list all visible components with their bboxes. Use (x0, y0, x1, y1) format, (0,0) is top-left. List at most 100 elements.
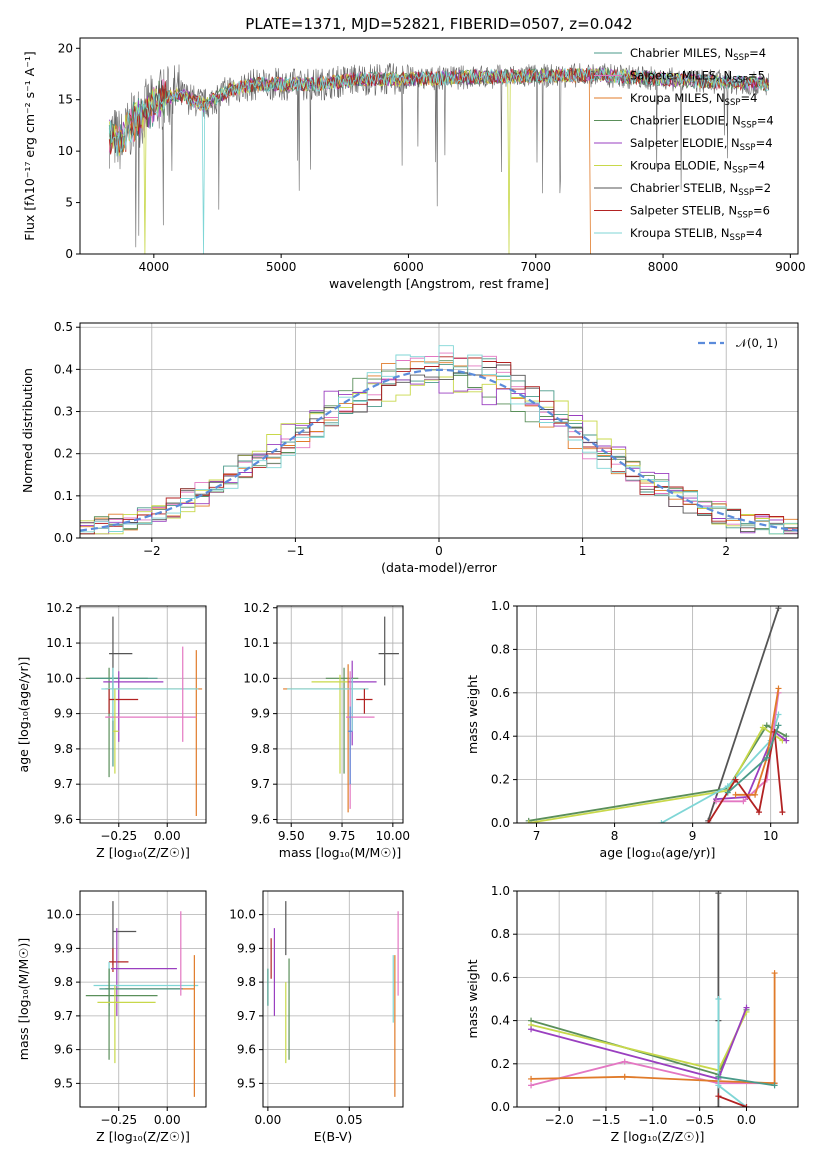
legend-entry: Salpeter STELIB, NSSP=6 (630, 204, 770, 221)
weight-series-line (735, 688, 780, 796)
x-tick-label: 9000 (775, 260, 806, 274)
x-tick-label: −1 (287, 544, 305, 558)
x-tick-label: −2.0 (545, 1113, 574, 1127)
y-tick-label: 10.2 (243, 601, 270, 615)
weight-point-marker (715, 1073, 722, 1080)
panel-mass_vs_ebv: 0.00 0.05 9.5 9.6 9.7 9.8 9.9 10.0 E(B-V) (229, 890, 404, 1144)
x-tick-label: 2 (722, 544, 730, 558)
x-tick-label: 10.00 (376, 829, 410, 843)
y-tick-label: 9.9 (237, 941, 256, 955)
x-axis-label: Z [log₁₀(Z/Z☉)] (611, 1129, 705, 1144)
weight-point-marker (775, 722, 782, 729)
y-tick-label: 9.9 (54, 941, 73, 955)
y-tick-label: 9.6 (54, 812, 73, 826)
x-tick-label: −1.0 (638, 1113, 667, 1127)
weight-point-marker (528, 1026, 535, 1033)
weight-point-marker (755, 809, 762, 816)
x-axis-label: Z [log₁₀(Z/Z☉)] (96, 845, 190, 860)
y-tick-label: 0.5 (54, 320, 73, 334)
plot-area (528, 891, 778, 1107)
axes-frame (276, 605, 404, 824)
weight-point-marker (771, 970, 778, 977)
legend-entry: Chabrier MILES, NSSP=4 (630, 46, 766, 63)
weight-series-line (528, 726, 783, 823)
x-tick-label: 8000 (648, 260, 679, 274)
y-tick-label: 0.8 (491, 642, 510, 656)
axes-frame (516, 890, 799, 1108)
panel-age_vs_Z: −0.25 0.00 9.6 9.7 9.8 9.9 10.0 10.1 10.2 Z [log₁… (16, 601, 207, 860)
weight-point-marker (621, 1073, 628, 1080)
y-tick-label: 9.7 (54, 777, 73, 791)
axes-frame (79, 322, 799, 539)
x-tick-label: 9 (689, 829, 697, 843)
weight-point-marker (715, 1082, 722, 1089)
y-tick-label: 9.9 (251, 707, 270, 721)
y-tick-label: 10.0 (46, 908, 73, 922)
weight-point-marker (528, 1082, 535, 1089)
y-tick-label: 0.4 (491, 1014, 510, 1028)
x-tick-label: 9.50 (278, 829, 305, 843)
panel-residuals: −2 −1 0 1 2 0.0 0.1 0.2 0.3 0.4 0.5 (data-model)/er… (20, 320, 799, 575)
y-axis-label: mass weight (465, 675, 480, 754)
x-tick-label: −1.5 (591, 1113, 620, 1127)
y-tick-label: 10.0 (229, 908, 256, 922)
weight-series-line (530, 1060, 775, 1087)
x-axis-label: mass [log₁₀(M/M☉)] (279, 845, 401, 860)
x-axis-label: wavelength [Angstrom, rest frame] (329, 276, 549, 291)
y-axis-label: Flux [fλ10⁻¹⁷ erg cm⁻² s⁻¹ A⁻¹] (22, 51, 37, 240)
weight-series-line (530, 1007, 748, 1080)
y-tick-label: 9.5 (237, 1076, 256, 1090)
weight-point-marker (732, 776, 739, 783)
weight-point-marker (759, 724, 766, 731)
x-tick-label: 0 (435, 544, 443, 558)
plot-area (108, 62, 770, 254)
weight-point-marker (525, 820, 532, 823)
weight-point-marker (771, 1082, 778, 1089)
y-tick-label: 10.0 (243, 671, 270, 685)
y-tick-label: 1.0 (491, 599, 510, 613)
weight-series-line (717, 999, 748, 1107)
x-tick-label: 0.00 (154, 829, 181, 843)
weight-point-marker (783, 737, 790, 744)
weight-series-line (716, 692, 780, 803)
axes-frame (79, 605, 207, 824)
weight-series-line (715, 730, 787, 800)
weight-point-marker (724, 783, 731, 790)
y-tick-label: 0.2 (491, 1057, 510, 1071)
weight-point-marker (528, 1075, 535, 1082)
weight-point-marker (752, 791, 759, 798)
y-tick-label: 0.2 (491, 773, 510, 787)
axes-frame (79, 890, 207, 1108)
axes-frame (516, 605, 799, 824)
x-tick-label: 4000 (139, 260, 170, 274)
residual-histogram (80, 345, 798, 535)
x-axis-label: (data-model)/error (381, 560, 498, 575)
y-tick-label: 0.4 (54, 362, 73, 376)
weight-point-marker (775, 711, 782, 718)
legend-entry: Chabrier ELODIE, NSSP=4 (630, 114, 774, 131)
plot-area (85, 901, 199, 1097)
y-tick-label: 0.0 (491, 816, 510, 830)
y-tick-label: 0.4 (491, 729, 510, 743)
weight-point-marker (715, 1093, 722, 1100)
x-tick-label: 0.05 (336, 1113, 363, 1127)
x-tick-label: 7 (533, 829, 541, 843)
y-tick-label: 9.8 (251, 742, 270, 756)
y-tick-label: 20 (58, 41, 73, 55)
x-tick-label: 1 (579, 544, 587, 558)
y-tick-label: 9.7 (251, 777, 270, 791)
y-tick-label: 10.2 (46, 601, 73, 615)
weight-series-line (707, 607, 780, 822)
x-tick-label: −2 (143, 544, 161, 558)
y-tick-label: 9.9 (54, 707, 73, 721)
axes-frame (79, 37, 799, 255)
y-tick-label: 0 (65, 247, 73, 261)
residual-histogram (80, 364, 798, 535)
x-tick-label: 0.00 (154, 1113, 181, 1127)
legend-entry: Kroupa ELODIE, NSSP=4 (630, 159, 765, 176)
y-axis-label: age [log₁₀(age/yr)] (16, 657, 31, 773)
y-tick-label: 9.7 (54, 1009, 73, 1023)
panel-weight_vs_Z: −2.0 −1.5 −1.0 −0.5 0.0 0.0 0.2 0.4 0.6 0.8 1.0 Z [… (465, 884, 799, 1144)
y-tick-label: 9.8 (237, 975, 256, 989)
weight-point-marker (732, 791, 739, 798)
